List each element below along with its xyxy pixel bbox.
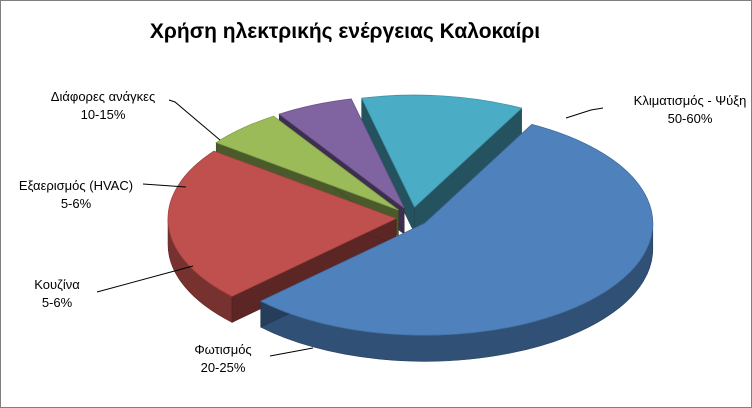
slice-label-name-4: Εξαερισμός (HVAC) (19, 178, 133, 193)
slice-top-1 (259, 123, 654, 336)
leader-line-3 (96, 265, 194, 293)
slice-top-5 (361, 94, 523, 208)
slice-label-name-1: Κλιματισμός - Ψύξη (634, 93, 747, 108)
slice-label-name-2: Φωτισμός (194, 342, 251, 357)
slice-top-2 (167, 150, 398, 297)
leader-line-4 (142, 183, 187, 188)
slice-top-4 (278, 98, 405, 209)
leader-line-5 (168, 99, 221, 141)
slice-label-range-1: 50-60% (668, 111, 713, 126)
leader-line-1 (565, 107, 604, 119)
slice-tops (167, 94, 654, 336)
slice-labels: Κλιματισμός - Ψύξη 50-60% Φωτισμός 20-25% Κο… (19, 89, 746, 375)
chart-title: Χρήση ηλεκτρικής ενέργειας Καλοκαίρι (149, 20, 541, 43)
leader-line-2 (269, 347, 314, 357)
slice-label-name-5: Διάφορες ανάγκες (51, 89, 155, 104)
slice-label-range-2: 20-25% (201, 360, 246, 375)
slice-top-3 (215, 115, 399, 211)
slice-label-name-3: Κουζίνα (34, 277, 80, 292)
slice-label-range-5: 10-15% (81, 107, 126, 122)
slice-label-range-3: 5-6% (42, 295, 73, 310)
leader-lines (96, 99, 604, 357)
slice-label-range-4: 5-6% (61, 196, 92, 211)
